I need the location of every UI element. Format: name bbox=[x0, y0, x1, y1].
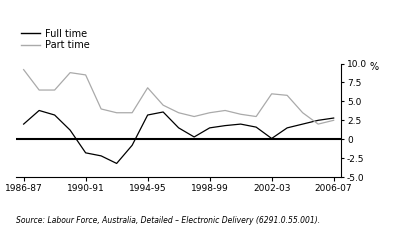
Y-axis label: %: % bbox=[370, 62, 378, 72]
Text: Source: Labour Force, Australia, Detailed – Electronic Delivery (6291.0.55.001).: Source: Labour Force, Australia, Detaile… bbox=[16, 216, 320, 225]
Legend: Full time, Part time: Full time, Part time bbox=[21, 29, 90, 50]
